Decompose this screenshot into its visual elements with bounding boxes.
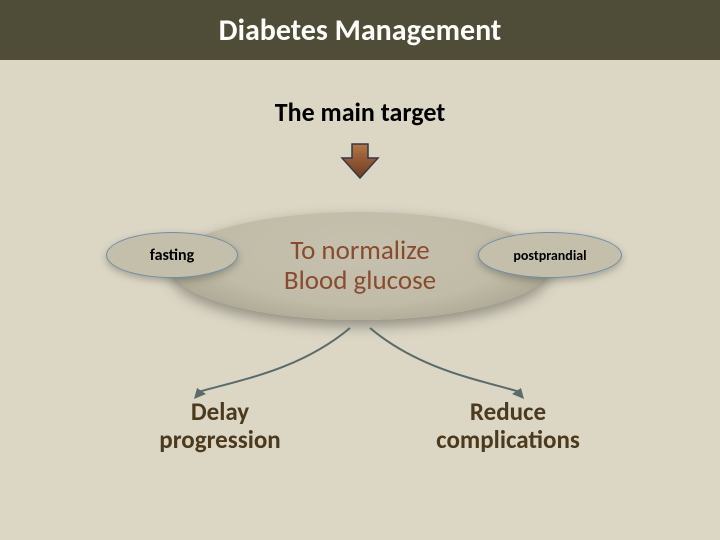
outcome-left-line1: Delay bbox=[120, 398, 320, 426]
outcome-right-line2: complications bbox=[388, 426, 628, 454]
outcome-left-line2: progression bbox=[120, 426, 320, 454]
outcome-right: Reduce complications bbox=[388, 398, 628, 453]
curve-arrows bbox=[0, 0, 720, 540]
slide-canvas: Diabetes Management The main target To n… bbox=[0, 0, 720, 540]
outcome-right-line1: Reduce bbox=[388, 398, 628, 426]
outcome-left: Delay progression bbox=[120, 398, 320, 453]
